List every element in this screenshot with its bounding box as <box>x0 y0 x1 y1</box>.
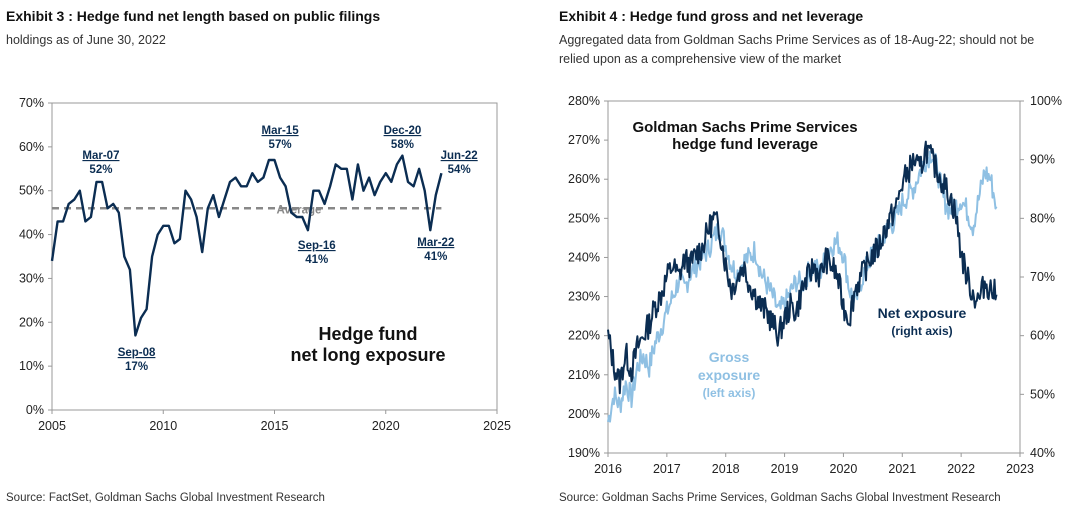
annotation-value: 52% <box>89 164 112 176</box>
annotation-date: Mar-22 <box>417 237 454 249</box>
x-tick-label: 2020 <box>372 419 400 433</box>
x-tick-label: 2019 <box>771 462 799 476</box>
x-tick-label: 2010 <box>149 419 177 433</box>
left-y-tick-label: 220% <box>568 329 600 343</box>
y-tick-label: 60% <box>19 140 44 154</box>
exhibit-3-subtitle: holdings as of June 30, 2022 <box>6 33 166 47</box>
y-tick-label: 10% <box>19 359 44 373</box>
left-y-tick-label: 190% <box>568 446 600 460</box>
exhibit-3-source: Source: FactSet, Goldman Sachs Global In… <box>6 492 325 504</box>
x-tick-label: 2017 <box>653 462 681 476</box>
annotation-date: Sep-16 <box>298 240 336 252</box>
right-y-tick-label: 40% <box>1030 446 1055 460</box>
inner-label-line-2: net long exposure <box>290 345 445 365</box>
annotation-date: Sep-08 <box>118 347 156 359</box>
gross-series-label-line-1: Gross <box>709 349 750 365</box>
left-y-tick-label: 240% <box>568 250 600 264</box>
exhibit-3-title: Exhibit 3 : Hedge fund net length based … <box>6 8 381 24</box>
annotation-value: 17% <box>125 361 148 373</box>
inner-title-line-2: hedge fund leverage <box>672 136 818 153</box>
right-y-tick-label: 50% <box>1030 387 1055 401</box>
right-y-tick-label: 90% <box>1030 153 1055 167</box>
exhibit-4-panel: Exhibit 4 : Hedge fund gross and net lev… <box>553 0 1069 518</box>
annotation-date: Mar-07 <box>82 150 119 162</box>
left-y-tick-label: 260% <box>568 172 600 186</box>
y-tick-label: 70% <box>19 96 44 110</box>
x-tick-label: 2015 <box>261 419 289 433</box>
x-tick-label: 2005 <box>38 419 66 433</box>
gross-series-label-line-2: exposure <box>698 367 760 383</box>
inner-title-line-1: Goldman Sachs Prime Services <box>632 119 857 136</box>
y-tick-label: 20% <box>19 315 44 329</box>
plot-frame <box>607 100 1021 454</box>
exhibit-4-subtitle: Aggregated data from Goldman Sachs Prime… <box>559 33 1035 66</box>
net-length-series-line <box>50 154 443 337</box>
exhibit-4-source: Source: Goldman Sachs Prime Services, Go… <box>559 492 1001 504</box>
annotation-date: Mar-15 <box>262 125 300 137</box>
exhibit-3-chart: 0% 10% 20% 30% 40% 50% 60% 70% 2005 2010 2015 2020 2… <box>19 96 511 433</box>
left-y-tick-label: 250% <box>568 211 600 225</box>
y-tick-label: 40% <box>19 228 44 242</box>
y-tick-label: 50% <box>19 184 44 198</box>
exhibit-4-title: Exhibit 4 : Hedge fund gross and net lev… <box>559 8 864 24</box>
annotation-date: Jun-22 <box>441 150 478 162</box>
net-series-axis-label: (right axis) <box>891 324 952 338</box>
net-series-label: Net exposure <box>878 305 967 321</box>
x-tick-label: 2016 <box>594 462 622 476</box>
x-tick-label: 2021 <box>888 462 916 476</box>
exhibit-4-chart: 190% 200% 210% 220% 230% 240% 250% 260% 270% 280%… <box>568 94 1062 476</box>
inner-label-line-1: Hedge fund <box>319 324 418 344</box>
annotation-value: 41% <box>424 251 447 263</box>
right-y-tick-label: 80% <box>1030 211 1055 225</box>
annotation-value: 54% <box>448 164 471 176</box>
net-exposure-series-line <box>607 140 998 395</box>
x-tick-label: 2023 <box>1006 462 1034 476</box>
right-y-tick-label: 60% <box>1030 329 1055 343</box>
gross-series-axis-label: (left axis) <box>703 386 756 400</box>
annotation-value: 41% <box>305 254 328 266</box>
right-y-tick-label: 70% <box>1030 270 1055 284</box>
right-y-tick-label: 100% <box>1030 94 1062 108</box>
left-y-tick-label: 200% <box>568 407 600 421</box>
annotation-value: 58% <box>391 139 414 151</box>
annotation-value: 57% <box>269 139 292 151</box>
x-tick-label: 2022 <box>947 462 975 476</box>
annotation-date: Dec-20 <box>384 125 422 137</box>
x-tick-label: 2020 <box>830 462 858 476</box>
left-y-tick-label: 210% <box>568 368 600 382</box>
y-tick-label: 30% <box>19 271 44 285</box>
x-tick-label: 2025 <box>483 419 511 433</box>
left-y-tick-label: 270% <box>568 133 600 147</box>
exhibit-3-panel: Exhibit 3 : Hedge fund net length based … <box>0 0 530 518</box>
average-label: Average <box>276 204 321 216</box>
left-y-tick-label: 280% <box>568 94 600 108</box>
x-tick-label: 2018 <box>712 462 740 476</box>
y-tick-label: 0% <box>26 403 44 417</box>
left-y-tick-label: 230% <box>568 290 600 304</box>
